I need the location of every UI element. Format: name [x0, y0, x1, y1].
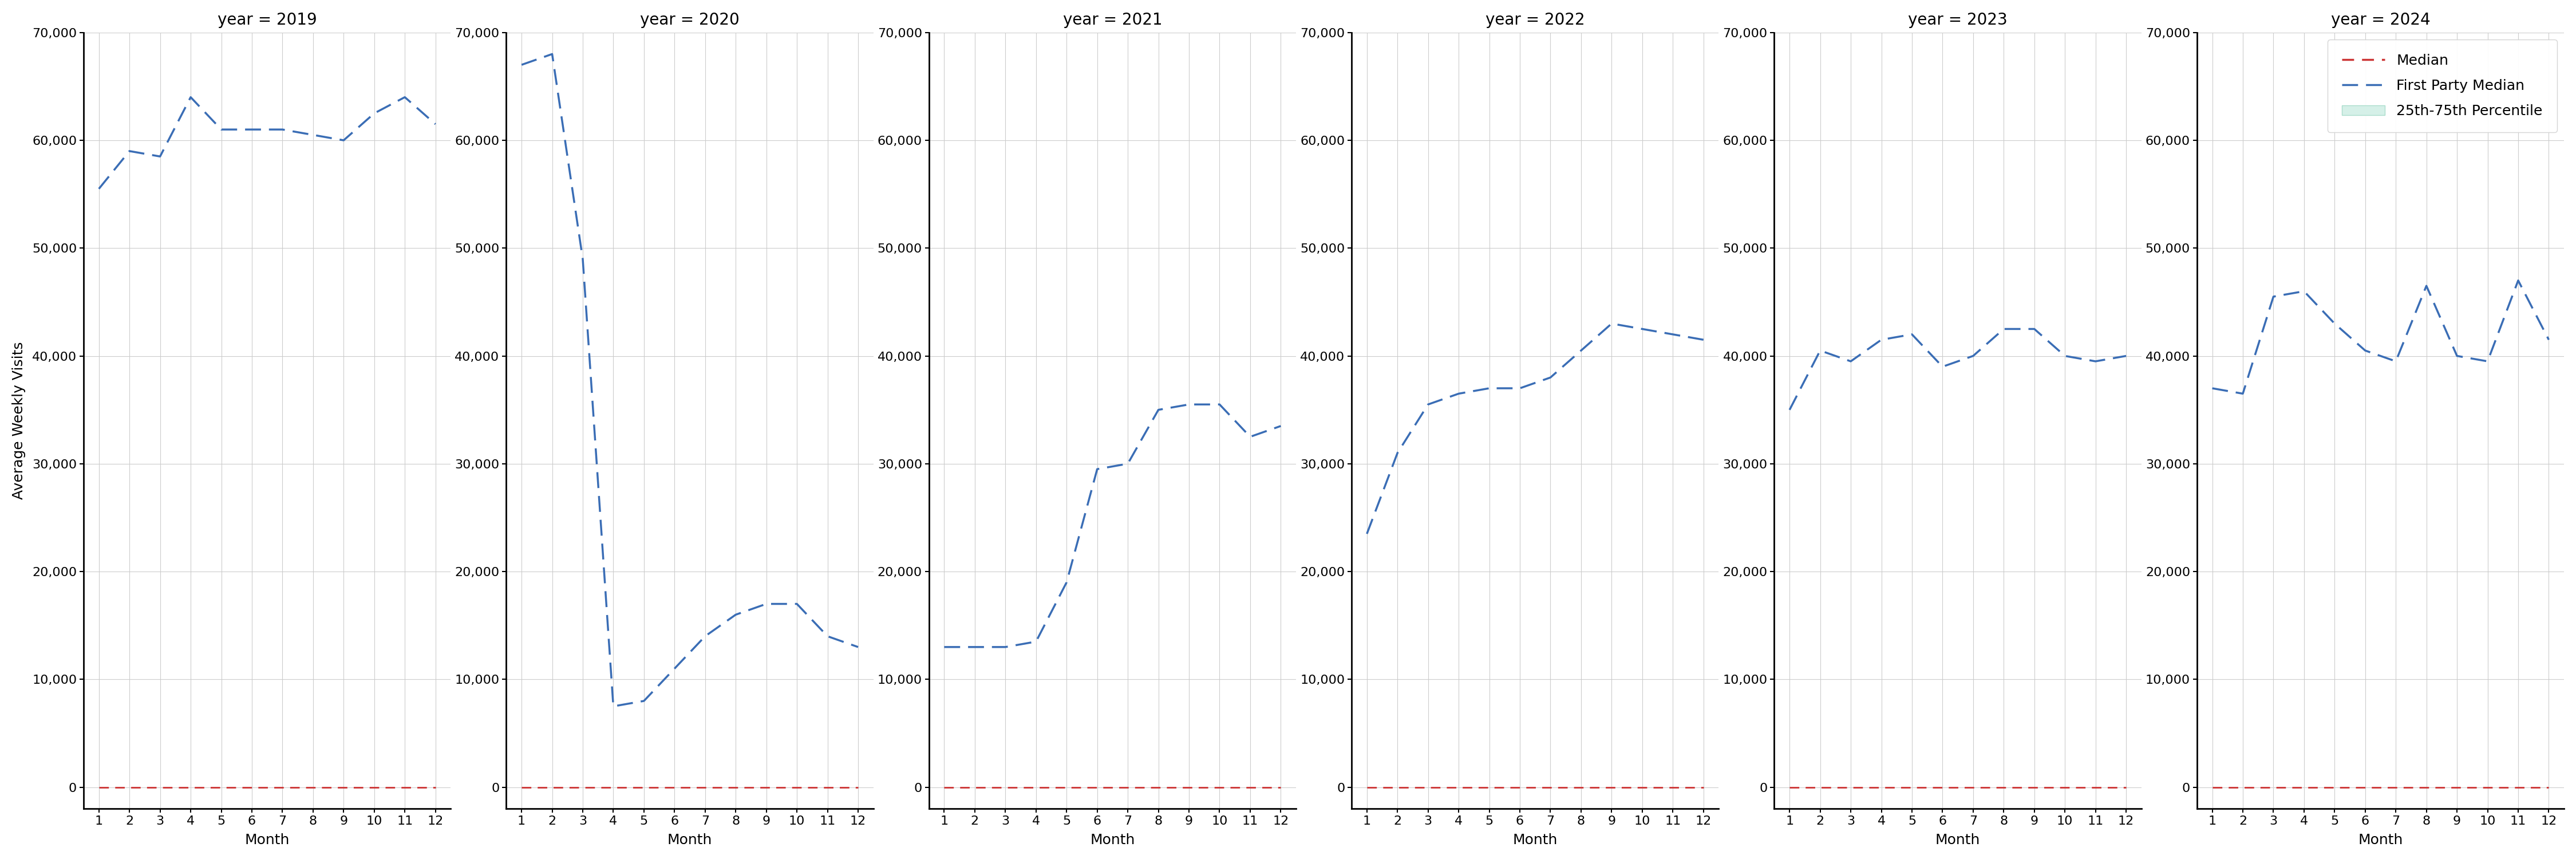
X-axis label: Month: Month: [1512, 833, 1558, 847]
Y-axis label: Average Weekly Visits: Average Weekly Visits: [13, 342, 26, 499]
X-axis label: Month: Month: [245, 833, 289, 847]
Title: year = 2021: year = 2021: [1064, 12, 1162, 28]
Title: year = 2019: year = 2019: [216, 12, 317, 28]
Legend: Median, First Party Median, 25th-75th Percentile: Median, First Party Median, 25th-75th Pe…: [2329, 40, 2558, 132]
X-axis label: Month: Month: [1090, 833, 1136, 847]
Title: year = 2024: year = 2024: [2331, 12, 2429, 28]
X-axis label: Month: Month: [2357, 833, 2403, 847]
Title: year = 2023: year = 2023: [1909, 12, 2007, 28]
X-axis label: Month: Month: [667, 833, 711, 847]
X-axis label: Month: Month: [1935, 833, 1981, 847]
Title: year = 2022: year = 2022: [1486, 12, 1584, 28]
Title: year = 2020: year = 2020: [639, 12, 739, 28]
